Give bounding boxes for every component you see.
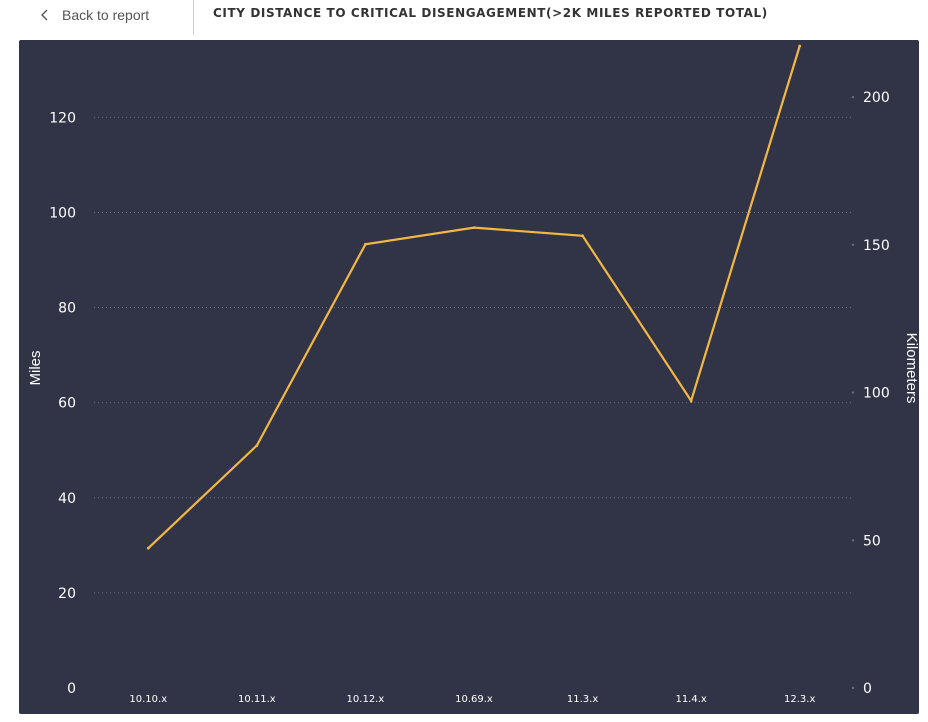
x-tick-label: 10.11.x xyxy=(238,694,276,705)
y2-tick-mark xyxy=(851,391,855,394)
y2-tick-mark xyxy=(851,95,855,99)
data-point xyxy=(798,44,802,48)
chart-panel: 0 20 40 60 80 100 120 0 50 100 150 200 10.10.x 10.1… xyxy=(19,40,919,714)
chevron-left-icon xyxy=(40,8,50,22)
x-tick-label: 10.10.x xyxy=(129,694,167,705)
right-axis: 0 50 100 150 200 xyxy=(851,90,890,697)
data-point xyxy=(146,546,150,550)
y-axis-title: Miles xyxy=(27,350,44,385)
y-tick-label: 20 xyxy=(58,586,76,602)
y-tick-label: 0 xyxy=(67,681,76,697)
y2-tick-mark xyxy=(851,686,855,690)
y2-tick-mark xyxy=(851,243,855,247)
back-to-report-button[interactable]: Back to report xyxy=(40,4,149,26)
header-divider xyxy=(193,0,194,35)
left-axis: 0 20 40 60 80 100 120 xyxy=(49,110,76,697)
y-tick-label: 60 xyxy=(58,396,76,412)
x-tick-label: 12.3.x xyxy=(784,694,815,705)
y2-tick-label: 100 xyxy=(863,386,890,402)
back-to-report-label: Back to report xyxy=(62,7,150,23)
x-tick-label: 10.69.x xyxy=(455,694,493,705)
data-point xyxy=(472,226,476,230)
data-point xyxy=(255,444,259,447)
page-title: CITY DISTANCE TO CRITICAL DISENGAGEMENT(… xyxy=(213,6,768,20)
data-point xyxy=(689,399,693,403)
y-tick-label: 40 xyxy=(58,491,76,507)
top-bar: Back to report CITY DISTANCE TO CRITICAL… xyxy=(0,0,928,36)
y2-tick-label: 200 xyxy=(863,90,890,106)
y2-tick-label: 150 xyxy=(863,238,890,254)
y-tick-label: 100 xyxy=(49,205,76,221)
series-group xyxy=(146,44,802,550)
data-point xyxy=(581,234,584,238)
x-tick-label: 10.12.x xyxy=(347,694,385,705)
series-line xyxy=(147,45,801,549)
y2-tick-mark xyxy=(851,539,855,542)
y2-tick-label: 50 xyxy=(863,533,881,549)
y2-tick-label: 0 xyxy=(863,681,872,697)
gridlines xyxy=(94,116,854,594)
y2-axis-title: Kilometers xyxy=(903,333,919,404)
data-point xyxy=(364,242,367,246)
x-tick-label: 11.4.x xyxy=(675,694,706,705)
y-tick-label: 120 xyxy=(49,110,76,126)
y-tick-label: 80 xyxy=(58,301,76,317)
x-axis: 10.10.x 10.11.x 10.12.x 10.69.x 11.3.x 11.4.x… xyxy=(129,694,815,705)
x-tick-label: 11.3.x xyxy=(567,694,598,705)
